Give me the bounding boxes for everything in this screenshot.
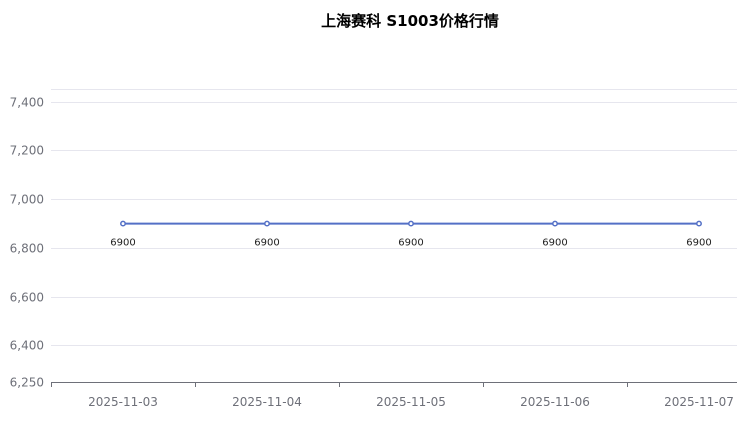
- data-label: 6900: [398, 238, 423, 249]
- x-tick-label: 2025-11-03: [88, 395, 158, 409]
- y-tick-label: 6,400: [10, 339, 44, 353]
- x-tick-label: 2025-11-06: [520, 395, 590, 409]
- x-tick-label: 2025-11-07: [664, 395, 734, 409]
- x-tick-label: 2025-11-05: [376, 395, 446, 409]
- data-label: 6900: [686, 238, 711, 249]
- x-tick-label: 2025-11-04: [232, 395, 302, 409]
- y-tick-label: 7,200: [10, 144, 44, 158]
- y-tick-label: 7,400: [10, 96, 44, 110]
- data-point: [120, 220, 126, 227]
- y-tick-label: 6,800: [10, 242, 44, 256]
- data-point: [552, 220, 558, 227]
- data-label: 6900: [542, 238, 567, 249]
- y-tick-label: 6,250: [10, 376, 44, 390]
- y-tick-label: 7,000: [10, 193, 44, 207]
- y-tick-label: 6,600: [10, 291, 44, 305]
- data-point: [696, 220, 702, 227]
- data-label: 6900: [110, 238, 135, 249]
- data-point: [408, 220, 414, 227]
- chart-title: 上海赛科 S1003价格行情: [321, 12, 499, 30]
- data-point: [264, 220, 270, 227]
- data-label: 6900: [254, 238, 279, 249]
